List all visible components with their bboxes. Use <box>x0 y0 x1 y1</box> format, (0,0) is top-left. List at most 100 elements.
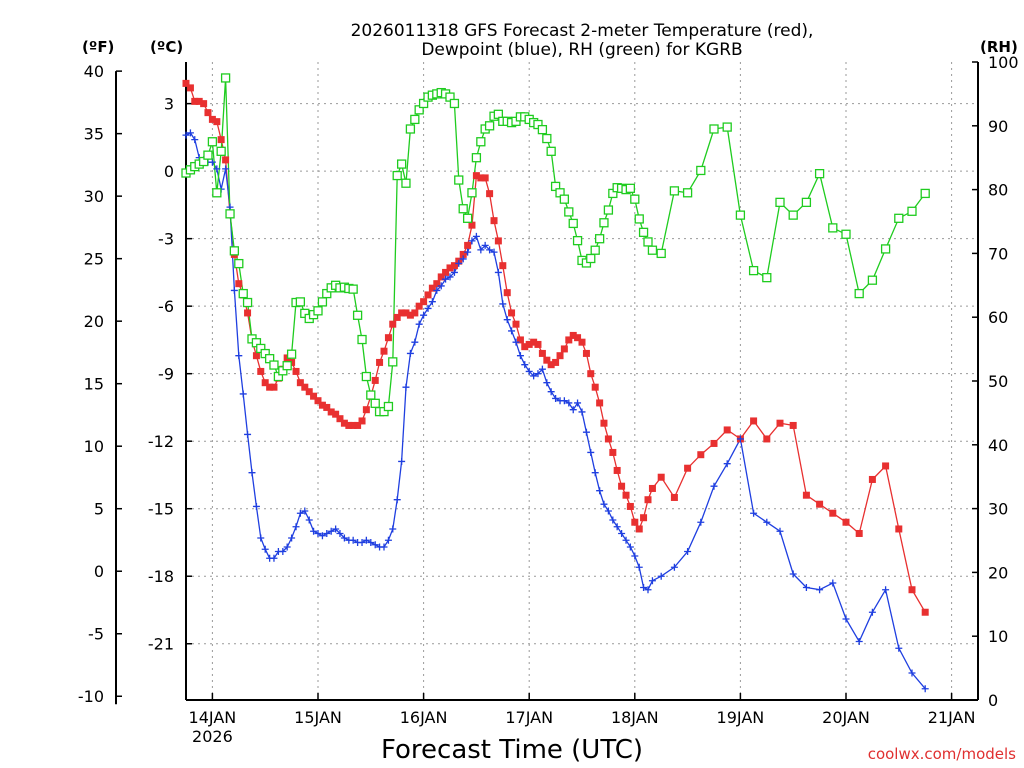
rh-point <box>212 188 222 198</box>
temperature-point <box>195 97 203 105</box>
temperature-point <box>776 419 784 427</box>
rh-point <box>537 124 548 135</box>
dewpoint-point <box>512 338 520 346</box>
dewpoint-point <box>433 286 441 294</box>
dewpoint-point <box>552 394 560 402</box>
temperature-point <box>393 313 401 321</box>
rh-tick-label: 70 <box>988 244 1008 263</box>
temperature-point <box>292 367 300 375</box>
rh-point <box>634 214 644 224</box>
rh-point <box>735 210 746 220</box>
dewpoint-point <box>525 367 533 375</box>
rh-point <box>647 245 658 255</box>
rh-point <box>669 186 680 196</box>
dewpoint-point <box>644 586 652 594</box>
temperature-point <box>578 338 586 346</box>
rh-tick-label: 100 <box>988 53 1019 72</box>
fahrenheit-tick-label: 5 <box>94 500 104 519</box>
rh-point <box>396 159 407 169</box>
dewpoint-point <box>776 527 784 535</box>
dewpoint-point <box>310 527 318 535</box>
temperature-point <box>398 309 406 317</box>
dewpoint-point <box>208 158 216 166</box>
celsius-tick-label: -21 <box>148 635 174 654</box>
x-tick-label: 18JAN <box>611 708 659 727</box>
dewpoint-point <box>626 543 634 551</box>
rh-point <box>471 153 482 163</box>
dewpoint-point <box>279 547 287 555</box>
temperature-point <box>543 356 551 364</box>
rh-point <box>234 258 244 269</box>
temperature-point <box>842 518 850 526</box>
temperature-point <box>442 268 450 276</box>
dewpoint-point <box>547 388 555 396</box>
dewpoint-point <box>442 275 450 283</box>
temperature-point <box>376 358 384 366</box>
temperature-point <box>521 343 529 351</box>
rh-point <box>603 205 614 215</box>
rh-point <box>638 227 649 237</box>
rh-point <box>286 349 297 359</box>
rh-tick-label: 90 <box>988 117 1008 136</box>
rh-point <box>348 284 358 294</box>
temperature-point <box>789 421 797 429</box>
temperature-point <box>349 421 357 429</box>
temperature-point <box>371 376 379 384</box>
rh-point <box>828 223 838 233</box>
temperature-point <box>868 475 876 483</box>
temperature-point <box>481 174 489 182</box>
x-tick-label: 15JAN <box>294 708 342 727</box>
temperature-point <box>222 156 230 164</box>
dewpoint-point <box>631 552 639 560</box>
dewpoint-point <box>270 554 278 562</box>
temperature-point <box>332 410 340 418</box>
temperature-point <box>191 97 199 105</box>
dewpoint-point <box>283 543 291 551</box>
dewpoint-point <box>428 298 436 306</box>
dewpoint-point <box>406 349 414 357</box>
rh-tick-label: 20 <box>988 563 1008 582</box>
dewpoint-point <box>446 273 454 281</box>
dewpoint-point <box>477 246 485 254</box>
grid-lines <box>186 62 978 700</box>
temperature-point <box>208 115 216 123</box>
dewpoint-point <box>323 529 331 537</box>
temperature-point <box>477 174 485 182</box>
dewpoint-point <box>613 523 621 531</box>
rh-point <box>410 114 420 125</box>
temperature-point <box>428 284 436 292</box>
dewpoint-point <box>789 570 797 578</box>
temperature-point <box>516 336 524 344</box>
dewpoint-point <box>191 136 199 144</box>
dewpoint-point <box>358 538 366 546</box>
rh-point <box>361 371 372 382</box>
temperature-point <box>182 79 190 87</box>
dewpoint-point <box>393 496 401 504</box>
rh-point <box>458 204 468 214</box>
fahrenheit-tick-label: 10 <box>84 437 104 456</box>
temperature-point <box>411 309 419 317</box>
temperature-point <box>204 109 212 117</box>
rh-point <box>207 137 218 147</box>
celsius-tick-label: 0 <box>164 162 174 181</box>
dewpoint-point <box>578 408 586 416</box>
temperature-point <box>424 291 432 299</box>
dewpoint-point <box>697 518 705 526</box>
temperature-point <box>530 338 538 346</box>
temperature-point <box>336 415 344 423</box>
fahrenheit-tick-label: 0 <box>94 562 104 581</box>
dewpoint-point <box>468 237 476 245</box>
rh-point <box>841 229 851 239</box>
x-tick-label: 19JAN <box>717 708 765 727</box>
fahrenheit-tick-label: 25 <box>84 250 104 269</box>
dewpoint-point <box>186 129 194 137</box>
temperature-point <box>490 217 498 225</box>
rh-point <box>269 360 279 370</box>
rh-point <box>238 288 248 299</box>
temperature-point <box>464 241 472 249</box>
rh-point <box>313 306 323 316</box>
rh-point <box>594 234 605 244</box>
dewpoint-point <box>855 637 863 645</box>
dewpoint-point <box>816 586 824 594</box>
rh-tick-label: 30 <box>988 500 1008 519</box>
